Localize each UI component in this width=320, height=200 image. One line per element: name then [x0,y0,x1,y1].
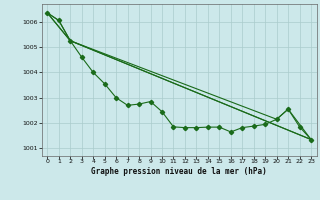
X-axis label: Graphe pression niveau de la mer (hPa): Graphe pression niveau de la mer (hPa) [91,167,267,176]
